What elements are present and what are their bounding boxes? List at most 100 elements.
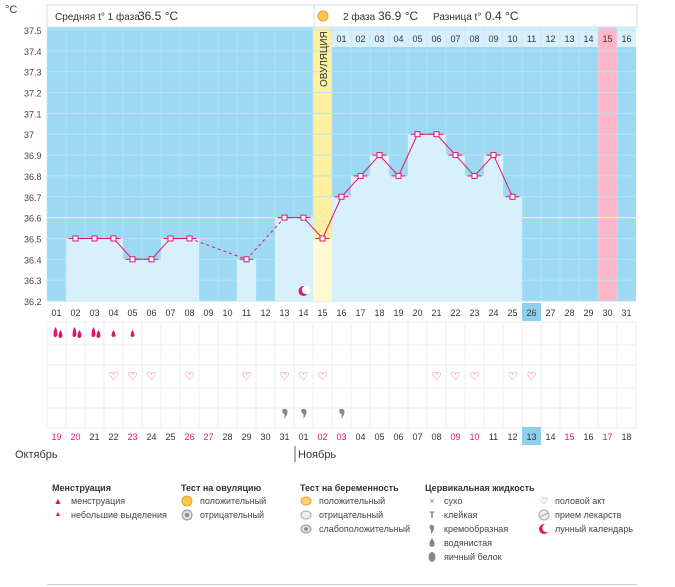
temperature-bar bbox=[294, 217, 313, 301]
legend-fluid-eggwhite: яичный белок bbox=[444, 552, 502, 562]
menstruation-drop-icon: ▲ bbox=[53, 496, 63, 506]
intercourse-heart: ♡ bbox=[147, 370, 157, 383]
y-tick-label: 36.5 bbox=[24, 234, 42, 244]
cycle-day-label: 03 bbox=[89, 308, 99, 318]
cycle-day-label: 31 bbox=[621, 308, 631, 318]
temperature-bar bbox=[503, 196, 522, 301]
legend-fluid-title: Цервикальная жидкость bbox=[425, 483, 535, 493]
calendar-date: 22 bbox=[108, 432, 118, 442]
bbt-chart: 37.5 37.4 37.3 37.2 37.1 37 36.9 36.8 36.7 36.6 36… bbox=[5, 4, 638, 462]
temperature-point bbox=[72, 235, 79, 242]
calendar-date: 16 bbox=[583, 432, 593, 442]
y-tick-label: 36.9 bbox=[24, 151, 42, 161]
temperature-bar bbox=[389, 175, 408, 301]
calendar-date: 25 bbox=[165, 432, 175, 442]
temperature-bar bbox=[446, 155, 465, 301]
legend-pregtest-negative: отрицательный bbox=[319, 510, 384, 520]
cycle-day-label: 22 bbox=[450, 308, 460, 318]
temperature-line-segment bbox=[436, 133, 456, 156]
temperature-point bbox=[243, 256, 250, 263]
temperature-bar bbox=[275, 217, 294, 301]
cycle-day-label: 29 bbox=[583, 308, 593, 318]
menstruation-drop bbox=[58, 330, 63, 338]
phase2-day-label: 05 bbox=[412, 34, 422, 44]
cycle-day-label: 09 bbox=[203, 308, 213, 318]
temperature-line-segment bbox=[341, 175, 361, 198]
legend-fluid-watery: водянистая bbox=[444, 538, 493, 548]
legend-ovtest-title: Тест на овуляцию bbox=[181, 483, 262, 493]
cycle-day-label: 02 bbox=[70, 308, 80, 318]
cycle-day-label: 13 bbox=[279, 308, 289, 318]
cycle-day-label: 14 bbox=[298, 308, 308, 318]
temperature-point bbox=[376, 152, 383, 159]
temperature-point bbox=[91, 235, 98, 242]
pregtest-negative-icon bbox=[300, 509, 312, 521]
temperature-line-segment bbox=[151, 238, 171, 260]
calendar-date: 28 bbox=[222, 432, 232, 442]
cycle-day-label: 25 bbox=[507, 308, 517, 318]
temperature-point bbox=[509, 193, 516, 200]
legend-pregtest-positive: положительный bbox=[319, 496, 386, 506]
phase2-day-label: 01 bbox=[336, 34, 346, 44]
phase2-day-label: 08 bbox=[469, 34, 479, 44]
cycle-day-label: 11 bbox=[242, 308, 251, 318]
highlight-column bbox=[598, 27, 617, 301]
temperature-line-segment bbox=[379, 154, 399, 177]
temperature-point bbox=[338, 193, 345, 200]
phase2-day-label: 14 bbox=[583, 34, 593, 44]
temperature-bar bbox=[484, 155, 503, 301]
temperature-bar bbox=[465, 175, 484, 301]
heart-icon: ♡ bbox=[539, 496, 549, 506]
cycle-day-label: 26 bbox=[526, 308, 536, 318]
temperature-point bbox=[186, 235, 193, 242]
temperature-bar bbox=[313, 238, 332, 301]
y-tick-label: 37.2 bbox=[24, 89, 42, 99]
legend-fluid-dry: сухо bbox=[444, 496, 463, 506]
phase2-day-label: 15 bbox=[602, 34, 612, 44]
temperature-bar bbox=[66, 238, 85, 301]
calendar-date: 03 bbox=[336, 432, 346, 442]
cycle-day-label: 18 bbox=[374, 308, 384, 318]
cycle-day-label: 04 bbox=[108, 308, 118, 318]
moon-icon bbox=[538, 523, 551, 535]
spotting-drop bbox=[111, 330, 116, 337]
unit-label: °C bbox=[5, 4, 17, 16]
menstruation-drop bbox=[77, 330, 82, 338]
temperature-bar bbox=[237, 259, 256, 301]
cycle-day-label: 15 bbox=[317, 308, 327, 318]
temperature-line-segment bbox=[360, 154, 380, 177]
pill-icon bbox=[538, 509, 550, 521]
calendar-date: 01 bbox=[298, 432, 308, 442]
month-october: Октябрь bbox=[15, 449, 58, 461]
menstruation-drop bbox=[53, 327, 58, 337]
calendar-date: 24 bbox=[146, 432, 156, 442]
temperature-bar bbox=[351, 175, 370, 301]
ovtest-positive-icon bbox=[181, 495, 193, 507]
y-tick-label: 36.8 bbox=[24, 172, 42, 182]
calendar-date: 23 bbox=[127, 432, 137, 442]
phase2-day-label: 12 bbox=[545, 34, 555, 44]
legend-fluid-creamy: кремообразная bbox=[444, 524, 509, 534]
calendar-date: 26 bbox=[184, 432, 194, 442]
temperature-point bbox=[167, 235, 174, 242]
y-tick-label: 37.4 bbox=[24, 47, 42, 57]
legend-medication: прием лекарств bbox=[555, 510, 622, 520]
y-tick-label: 36.3 bbox=[24, 276, 42, 286]
today-day-box bbox=[522, 303, 541, 321]
calendar-date: 09 bbox=[450, 432, 460, 442]
phase2-value: 36.9 °C bbox=[378, 9, 418, 23]
temperature-bar bbox=[370, 155, 389, 301]
phase2-day-label: 03 bbox=[374, 34, 384, 44]
phase2-day-label: 09 bbox=[488, 34, 498, 44]
intercourse-heart: ♡ bbox=[109, 370, 119, 383]
y-tick-label: 37.1 bbox=[24, 109, 42, 119]
legend-ovtest-positive: положительный bbox=[200, 496, 267, 506]
cycle-day-label: 30 bbox=[602, 308, 612, 318]
legend-ovtest-negative: отрицательный bbox=[200, 510, 265, 520]
temperature-point bbox=[319, 235, 326, 242]
cycle-day-label: 21 bbox=[431, 308, 441, 318]
temperature-bar bbox=[123, 259, 142, 301]
bottom-rule bbox=[47, 584, 637, 585]
calendar-date: 29 bbox=[241, 432, 251, 442]
menstruation-drop bbox=[96, 330, 101, 338]
